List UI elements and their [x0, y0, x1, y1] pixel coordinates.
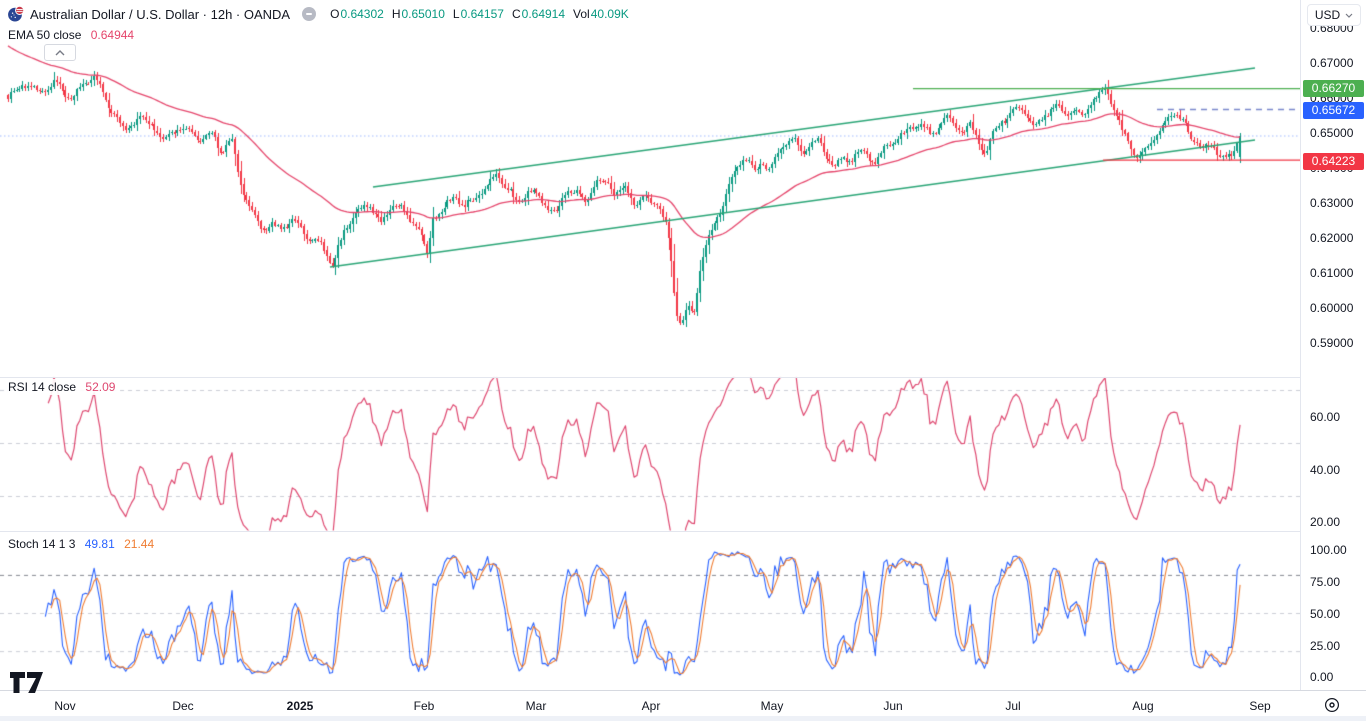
- axis-tick: 0.60000: [1310, 301, 1354, 315]
- axis-tick: 0.62000: [1310, 231, 1354, 245]
- symbol-title[interactable]: Australian Dollar / U.S. Dollar · 12h · …: [30, 6, 291, 22]
- stoch-k-value: 49.81: [84, 537, 115, 551]
- month-label: May: [760, 699, 784, 713]
- resistance-price-label: 0.66270: [1303, 80, 1364, 97]
- low-label: L: [452, 7, 460, 21]
- volume-value: 40.09K: [590, 7, 629, 21]
- volume-label: Vol: [573, 7, 590, 21]
- axis-tick: 60.00: [1310, 410, 1341, 424]
- axis-tick: 100.00: [1310, 543, 1347, 557]
- axis-tick: 50.00: [1310, 607, 1341, 621]
- month-label: Dec: [172, 699, 194, 713]
- support-price-label: 0.64223: [1303, 153, 1364, 170]
- stoch-legend-title: Stoch 14 1 3: [8, 537, 76, 551]
- open-label: O: [330, 7, 340, 21]
- axis-tick: 0.61000: [1310, 266, 1354, 280]
- axis-tick: 75.00: [1310, 575, 1341, 589]
- tradingview-logo[interactable]: [10, 672, 46, 698]
- axis-tick: 25.00: [1310, 639, 1341, 653]
- axis-tick: 40.00: [1310, 463, 1341, 477]
- month-label: 2025: [286, 699, 314, 713]
- ema-legend[interactable]: EMA 50 close 0.64944: [8, 27, 140, 43]
- axis-tick: 0.65000: [1310, 126, 1354, 140]
- axis-tick: 20.00: [1310, 515, 1341, 529]
- chevron-up-icon: [55, 49, 65, 55]
- timezone-button[interactable]: [1323, 696, 1341, 714]
- breakdown-price-label: 0.65672: [1303, 102, 1364, 119]
- more-button[interactable]: [302, 7, 317, 21]
- rsi-legend-title: RSI 14 close: [8, 380, 77, 394]
- month-label: Feb: [413, 699, 435, 713]
- month-label: Mar: [525, 699, 547, 713]
- time-axis[interactable]: Nov Dec 2025 Feb Mar Apr May Jun Jul Aug Sep: [0, 690, 1366, 721]
- high-value: 0.65010: [401, 7, 445, 21]
- month-label: Jun: [883, 699, 903, 713]
- axis-tick: 0.00: [1310, 670, 1334, 684]
- axis-tick: 0.59000: [1310, 336, 1354, 350]
- ema-legend-value: 0.64944: [90, 28, 135, 42]
- bottom-strip: [0, 716, 1366, 721]
- ohlc-readout: O0.64302 H0.65010 L0.64157 C0.64914 Vol4…: [330, 7, 629, 21]
- currency-label: USD: [1314, 8, 1341, 22]
- stoch-legend[interactable]: Stoch 14 1 3 49.81 21.44: [8, 536, 160, 552]
- month-label: Apr: [641, 699, 661, 713]
- month-label: Jul: [1005, 699, 1021, 713]
- close-value: 0.64914: [521, 7, 566, 21]
- minus-icon: [306, 13, 313, 15]
- open-value: 0.64302: [340, 7, 384, 21]
- axis-tick: 0.67000: [1310, 56, 1354, 70]
- low-value: 0.64157: [460, 7, 504, 21]
- ema-legend-title: EMA 50 close: [8, 28, 82, 42]
- rsi-legend[interactable]: RSI 14 close 52.09: [8, 379, 121, 395]
- pane-separator-rsi[interactable]: [0, 377, 1366, 378]
- pane-separator-stoch[interactable]: [0, 531, 1366, 532]
- axis-tick: 0.63000: [1310, 196, 1354, 210]
- rsi-legend-value: 52.09: [85, 380, 116, 394]
- close-label: C: [511, 7, 521, 21]
- price-scale[interactable]: USD 0.680000.670000.660000.650000.640000…: [1300, 0, 1366, 690]
- currency-selector[interactable]: USD: [1307, 4, 1361, 26]
- high-label: H: [391, 7, 401, 21]
- stoch-d-value: 21.44: [124, 537, 155, 551]
- pane-collapse-button[interactable]: [44, 44, 76, 61]
- month-label: Nov: [54, 699, 76, 713]
- chevron-down-icon: [1345, 13, 1353, 18]
- pair-flag-icon: [8, 6, 24, 22]
- month-label: Aug: [1132, 699, 1154, 713]
- month-label: Sep: [1249, 699, 1271, 713]
- clock-dot-icon: [1324, 697, 1340, 713]
- symbol-header: Australian Dollar / U.S. Dollar · 12h · …: [8, 6, 629, 22]
- chart-canvas[interactable]: [0, 0, 1300, 690]
